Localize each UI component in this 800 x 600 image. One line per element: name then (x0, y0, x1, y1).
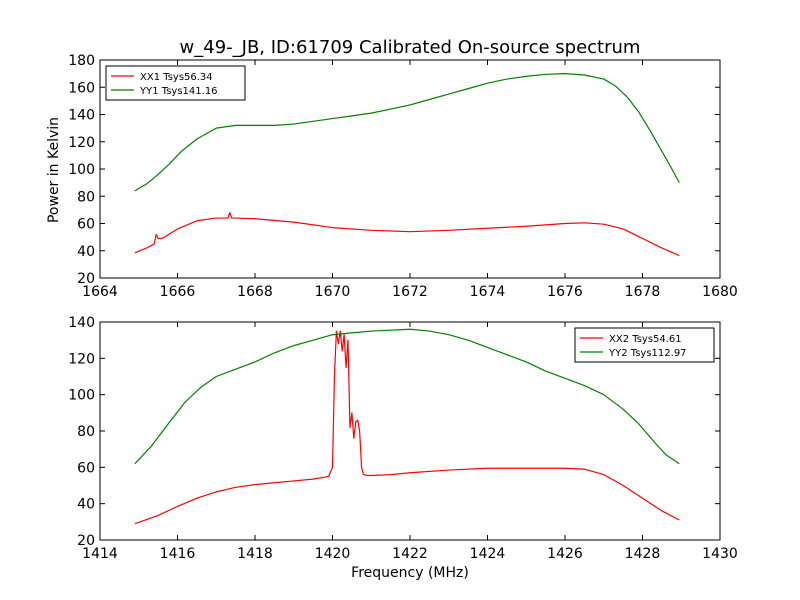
x-tick-label: 1668 (237, 284, 273, 300)
y-tick-label: 20 (77, 533, 95, 549)
x-tick-label: 1430 (702, 546, 738, 562)
legend-box (574, 327, 715, 363)
legend-label: XX2 Tsys54.61 (609, 334, 682, 345)
legend-label: YY1 Tsys141.16 (139, 86, 218, 97)
series-line-1-2 (134, 73, 680, 192)
x-tick-label: 1672 (392, 284, 428, 300)
legend: XX2 Tsys54.61 YY2 Tsys112.97 (574, 327, 715, 363)
y-tick-label: 140 (68, 315, 95, 331)
x-tick-label: 1664 (82, 284, 118, 300)
y-tick-label: 180 (68, 53, 95, 69)
y-tick-label: 80 (77, 189, 95, 205)
x-tick-label: 1424 (470, 546, 506, 562)
y-tick-label: 140 (68, 108, 95, 124)
legend-box (105, 65, 246, 101)
x-tick-label: 1422 (392, 546, 428, 562)
y-tick-label: 40 (77, 244, 95, 260)
legend-label: XX1 Tsys56.34 (140, 72, 213, 83)
legend: XX1 Tsys56.34 YY1 Tsys141.16 (105, 65, 246, 101)
y-tick-label: 60 (77, 460, 95, 476)
chart-title: w_49-_JB, ID:61709 Calibrated On-source … (180, 37, 641, 58)
y-tick-label: 100 (68, 162, 95, 178)
x-axis-label: Frequency (MHz) (351, 565, 469, 581)
x-tick-label: 1678 (625, 284, 661, 300)
y-tick-label: 120 (68, 351, 95, 367)
lower-plot-panel: 1414 1416 1418 1420 1422 1424 1426 1428 1430 20 40… (68, 315, 738, 562)
x-tick-label: 1680 (702, 284, 738, 300)
x-tick-label: 1670 (315, 284, 351, 300)
series-line-1-1 (134, 212, 680, 257)
x-tick-label: 1418 (237, 546, 273, 562)
x-tick-label: 1428 (625, 546, 661, 562)
y-tick-label: 20 (77, 271, 95, 287)
y-tick-label: 60 (77, 217, 95, 233)
y-tick-label: 160 (68, 80, 95, 96)
legend-label: YY2 Tsys112.97 (608, 348, 687, 359)
x-tick-label: 1666 (160, 284, 196, 300)
x-tick-label: 1414 (82, 546, 118, 562)
x-tick-label: 1420 (315, 546, 351, 562)
x-tick-label: 1426 (547, 546, 583, 562)
x-tick-label: 1416 (160, 546, 196, 562)
series-line-2-1 (134, 330, 680, 525)
y-axis-label: Power in Kelvin (46, 117, 62, 223)
x-tick-label: 1676 (547, 284, 583, 300)
x-tick-label: 1674 (470, 284, 506, 300)
series-line-2-2 (134, 328, 680, 465)
y-tick-label: 40 (77, 497, 95, 513)
y-tick-label: 120 (68, 135, 95, 151)
upper-plot-panel: 1664 1666 1668 1670 1672 1674 1676 1678 1680 20 40… (68, 53, 738, 300)
y-tick-label: 100 (68, 388, 95, 404)
y-tick-label: 80 (77, 424, 95, 440)
